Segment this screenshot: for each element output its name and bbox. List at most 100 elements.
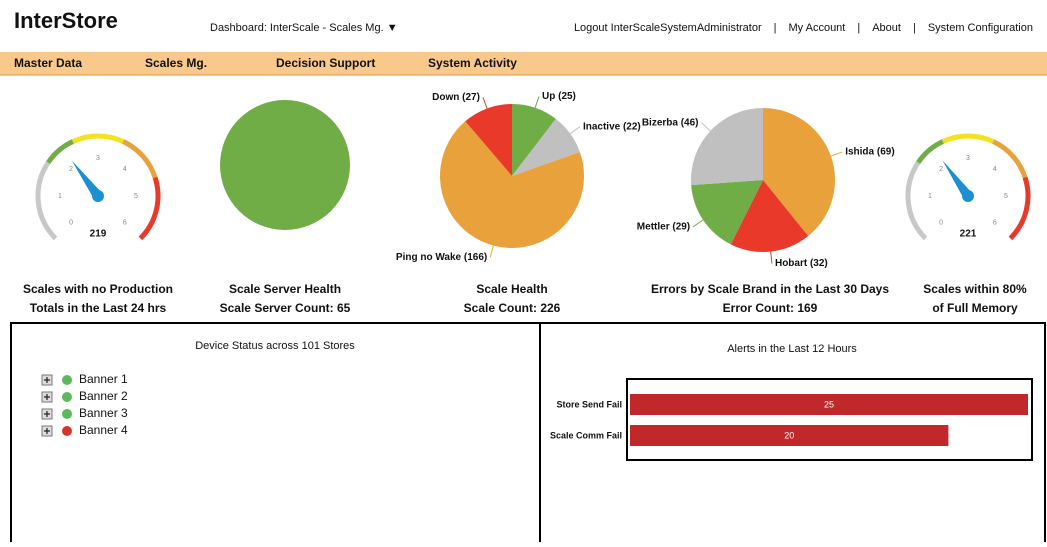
gauge-band: [71, 133, 125, 144]
alerts-title: Alerts in the Last 12 Hours: [727, 343, 857, 355]
widget-caption: Scale Count: 226: [464, 301, 561, 315]
alerts-panel: [539, 322, 1046, 547]
pie-slice: [512, 118, 580, 176]
bar-value: 20: [784, 430, 794, 440]
pie-slice: [691, 108, 763, 186]
widget-caption: Scale Server Count: 65: [220, 301, 351, 315]
gauge-band: [122, 139, 158, 179]
pie-leader: [770, 251, 773, 264]
bar-category: Store Send Fail: [556, 399, 622, 409]
pie-leader: [569, 126, 581, 135]
pie-label: Hobart (32): [775, 258, 828, 269]
app-title: InterStore: [14, 8, 118, 33]
gauge-tick-label: 3: [966, 155, 970, 162]
pie-slice: [691, 180, 763, 245]
pie-slice: [730, 180, 809, 252]
pie-slice: [465, 104, 512, 176]
widget-caption: Totals in the Last 24 hrs: [30, 301, 167, 315]
bar: [630, 394, 1028, 415]
gauge-tick-label: 2: [69, 166, 73, 173]
header-link: |: [913, 22, 916, 34]
gauge-tick-label: 3: [96, 155, 100, 162]
pie-leader: [534, 96, 540, 108]
pie-leader: [692, 219, 704, 228]
gauge-needle: [71, 160, 103, 199]
expand-plus: [44, 394, 50, 400]
pie-slice: [440, 121, 584, 249]
tree-label[interactable]: Banner 2: [79, 389, 128, 403]
expand-plus: [44, 377, 50, 383]
pie-label: Down (27): [432, 92, 480, 103]
nav-bar: [0, 52, 1047, 75]
gauge-tick-label: 6: [993, 220, 997, 227]
status-dot: [62, 375, 72, 385]
pie-label: Bizerba (46): [642, 117, 699, 128]
pie-leader: [701, 122, 711, 132]
status-dot: [62, 392, 72, 402]
gauge-tick-label: 1: [928, 193, 932, 200]
widget-caption: Scale Health: [476, 282, 547, 296]
pie-slice: [763, 108, 836, 237]
gauge-band: [138, 176, 161, 241]
bar-value: 25: [824, 399, 834, 409]
widget-caption: Scales with no Production: [23, 282, 173, 296]
header-link[interactable]: About: [872, 22, 901, 34]
health-circle: [220, 100, 350, 230]
alerts-frame: [626, 378, 1033, 461]
header-link[interactable]: System Configuration: [928, 22, 1033, 34]
pie-label: Ishida (69): [845, 147, 894, 158]
nav-item[interactable]: Master Data: [14, 56, 82, 70]
widget-caption: of Full Memory: [932, 301, 1018, 315]
widget-caption: Scale Server Health: [229, 282, 341, 296]
pie-label: Inactive (22): [583, 121, 641, 132]
header-link[interactable]: Logout InterScaleSystemAdministrator: [574, 22, 762, 34]
status-dot: [62, 426, 72, 436]
pie-leader: [489, 245, 494, 258]
gauge-hub: [92, 190, 104, 202]
gauge-tick-label: 1: [58, 193, 62, 200]
gauge-tick-label: 2: [939, 166, 943, 173]
widget-caption: Errors by Scale Brand in the Last 30 Day…: [651, 282, 889, 296]
bar-category: Scale Comm Fail: [550, 430, 622, 440]
gauge-band: [46, 139, 75, 165]
gauge-value: 219: [90, 229, 107, 240]
tree-label[interactable]: Banner 4: [79, 423, 128, 437]
gauge-tick-label: 4: [123, 166, 127, 173]
gauge-band: [905, 161, 928, 241]
pie-leader: [830, 151, 843, 157]
dashboard-select[interactable]: Dashboard: InterScale - Scales Mg. ▼: [210, 22, 398, 34]
gauge-band: [941, 133, 995, 144]
gauge-band: [1008, 176, 1031, 241]
gauge-tick-label: 5: [134, 193, 138, 200]
gauge-band: [992, 139, 1028, 179]
bar: [630, 425, 949, 446]
pie-leader: [482, 97, 488, 109]
pie-slice: [512, 104, 556, 176]
nav-item[interactable]: System Activity: [428, 56, 517, 70]
device-title: Device Status across 101 Stores: [195, 340, 355, 352]
header-link[interactable]: My Account: [789, 22, 846, 34]
pie-label: Ping no Wake (166): [396, 252, 487, 263]
widget-caption: Error Count: 169: [723, 301, 818, 315]
gauge-tick-label: 0: [939, 220, 943, 227]
gauge-hub: [962, 190, 974, 202]
gauge-tick-label: 0: [69, 220, 73, 227]
tree-label[interactable]: Banner 1: [79, 372, 128, 386]
gauge-band: [916, 139, 945, 165]
gauge-needle: [942, 160, 973, 199]
gauge-tick-label: 6: [123, 220, 127, 227]
gauge-tick-label: 5: [1004, 193, 1008, 200]
pie-label: Up (25): [542, 91, 576, 102]
header-link: |: [857, 22, 860, 34]
gauge-tick-label: 4: [993, 166, 997, 173]
widget-caption: Scales within 80%: [923, 282, 1027, 296]
nav-item[interactable]: Decision Support: [276, 56, 375, 70]
gauge-band: [35, 161, 58, 241]
header-link: |: [774, 22, 777, 34]
tree-label[interactable]: Banner 3: [79, 406, 128, 420]
expand-plus: [44, 411, 50, 417]
nav-item[interactable]: Scales Mg.: [145, 56, 207, 70]
expand-plus: [44, 428, 50, 434]
